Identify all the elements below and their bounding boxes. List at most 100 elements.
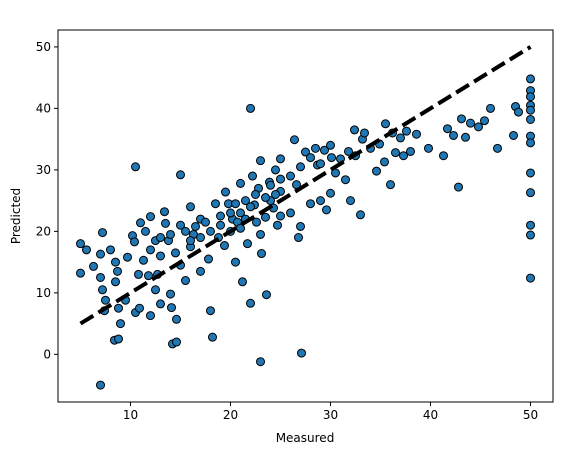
point	[161, 218, 170, 228]
point	[261, 212, 270, 222]
point	[344, 146, 353, 156]
point	[399, 151, 408, 161]
point	[238, 277, 247, 287]
point	[454, 182, 463, 192]
x-tick-label: 20	[223, 408, 238, 422]
point	[139, 255, 148, 265]
point	[526, 168, 535, 178]
point	[341, 175, 350, 185]
point	[216, 211, 225, 221]
point	[412, 129, 421, 139]
point	[449, 130, 458, 140]
point	[424, 143, 433, 153]
point	[160, 207, 169, 217]
point	[526, 230, 535, 240]
point	[380, 157, 389, 167]
point	[266, 180, 275, 190]
point	[386, 180, 395, 190]
point	[166, 289, 175, 299]
point	[514, 107, 523, 117]
point	[480, 116, 489, 126]
point	[252, 217, 261, 227]
point	[402, 126, 411, 136]
point	[206, 226, 215, 236]
point	[327, 153, 336, 163]
point	[151, 285, 160, 295]
point	[306, 153, 315, 163]
point	[98, 285, 107, 295]
point	[206, 306, 215, 316]
point	[296, 162, 305, 172]
point	[316, 196, 325, 206]
point	[96, 272, 105, 282]
point	[134, 269, 143, 279]
point	[243, 239, 252, 249]
y-axis-label: Predicted	[9, 188, 23, 244]
point	[186, 202, 195, 212]
y-tick-label: 0	[43, 347, 51, 361]
point	[443, 124, 452, 134]
point	[526, 220, 535, 230]
point	[256, 156, 265, 166]
y-tick-label: 20	[36, 224, 51, 238]
point	[181, 276, 190, 286]
y-tick-label: 30	[36, 163, 51, 177]
point	[226, 208, 235, 218]
point	[171, 248, 180, 258]
point	[172, 314, 181, 324]
point	[146, 245, 155, 255]
point	[141, 226, 150, 236]
point	[186, 236, 195, 246]
point	[144, 271, 153, 281]
point	[246, 298, 255, 308]
y-tick-label: 10	[36, 286, 51, 300]
point	[262, 290, 271, 300]
point	[474, 122, 483, 132]
point	[236, 208, 245, 218]
point	[526, 105, 535, 115]
point	[322, 205, 331, 215]
point	[246, 103, 255, 113]
point	[356, 210, 365, 220]
point	[372, 166, 381, 176]
point	[276, 154, 285, 164]
point	[486, 103, 495, 113]
point	[301, 147, 310, 157]
point	[526, 92, 535, 102]
point	[204, 254, 213, 264]
point	[290, 135, 299, 145]
point	[391, 148, 400, 158]
point	[135, 303, 144, 313]
point	[76, 268, 85, 278]
point	[201, 217, 210, 227]
point	[167, 303, 176, 313]
point	[261, 193, 270, 203]
point	[350, 125, 359, 135]
point	[466, 118, 475, 128]
point	[251, 189, 260, 199]
point	[113, 266, 122, 276]
point	[346, 196, 355, 206]
point	[231, 199, 240, 209]
point	[326, 140, 335, 150]
point	[248, 171, 257, 181]
y-tick-label: 40	[36, 101, 51, 115]
point	[311, 143, 320, 153]
point	[439, 151, 448, 161]
point	[116, 319, 125, 329]
point	[294, 233, 303, 243]
point	[509, 130, 518, 140]
x-tick-label: 40	[423, 408, 438, 422]
point	[406, 146, 415, 156]
point	[396, 133, 405, 143]
x-tick-label: 30	[323, 408, 338, 422]
point	[111, 257, 120, 267]
point	[493, 143, 502, 153]
point	[146, 212, 155, 222]
point	[156, 299, 165, 309]
point	[101, 295, 110, 305]
x-axis-label: Measured	[276, 431, 335, 445]
point	[181, 226, 190, 236]
point	[98, 228, 107, 238]
